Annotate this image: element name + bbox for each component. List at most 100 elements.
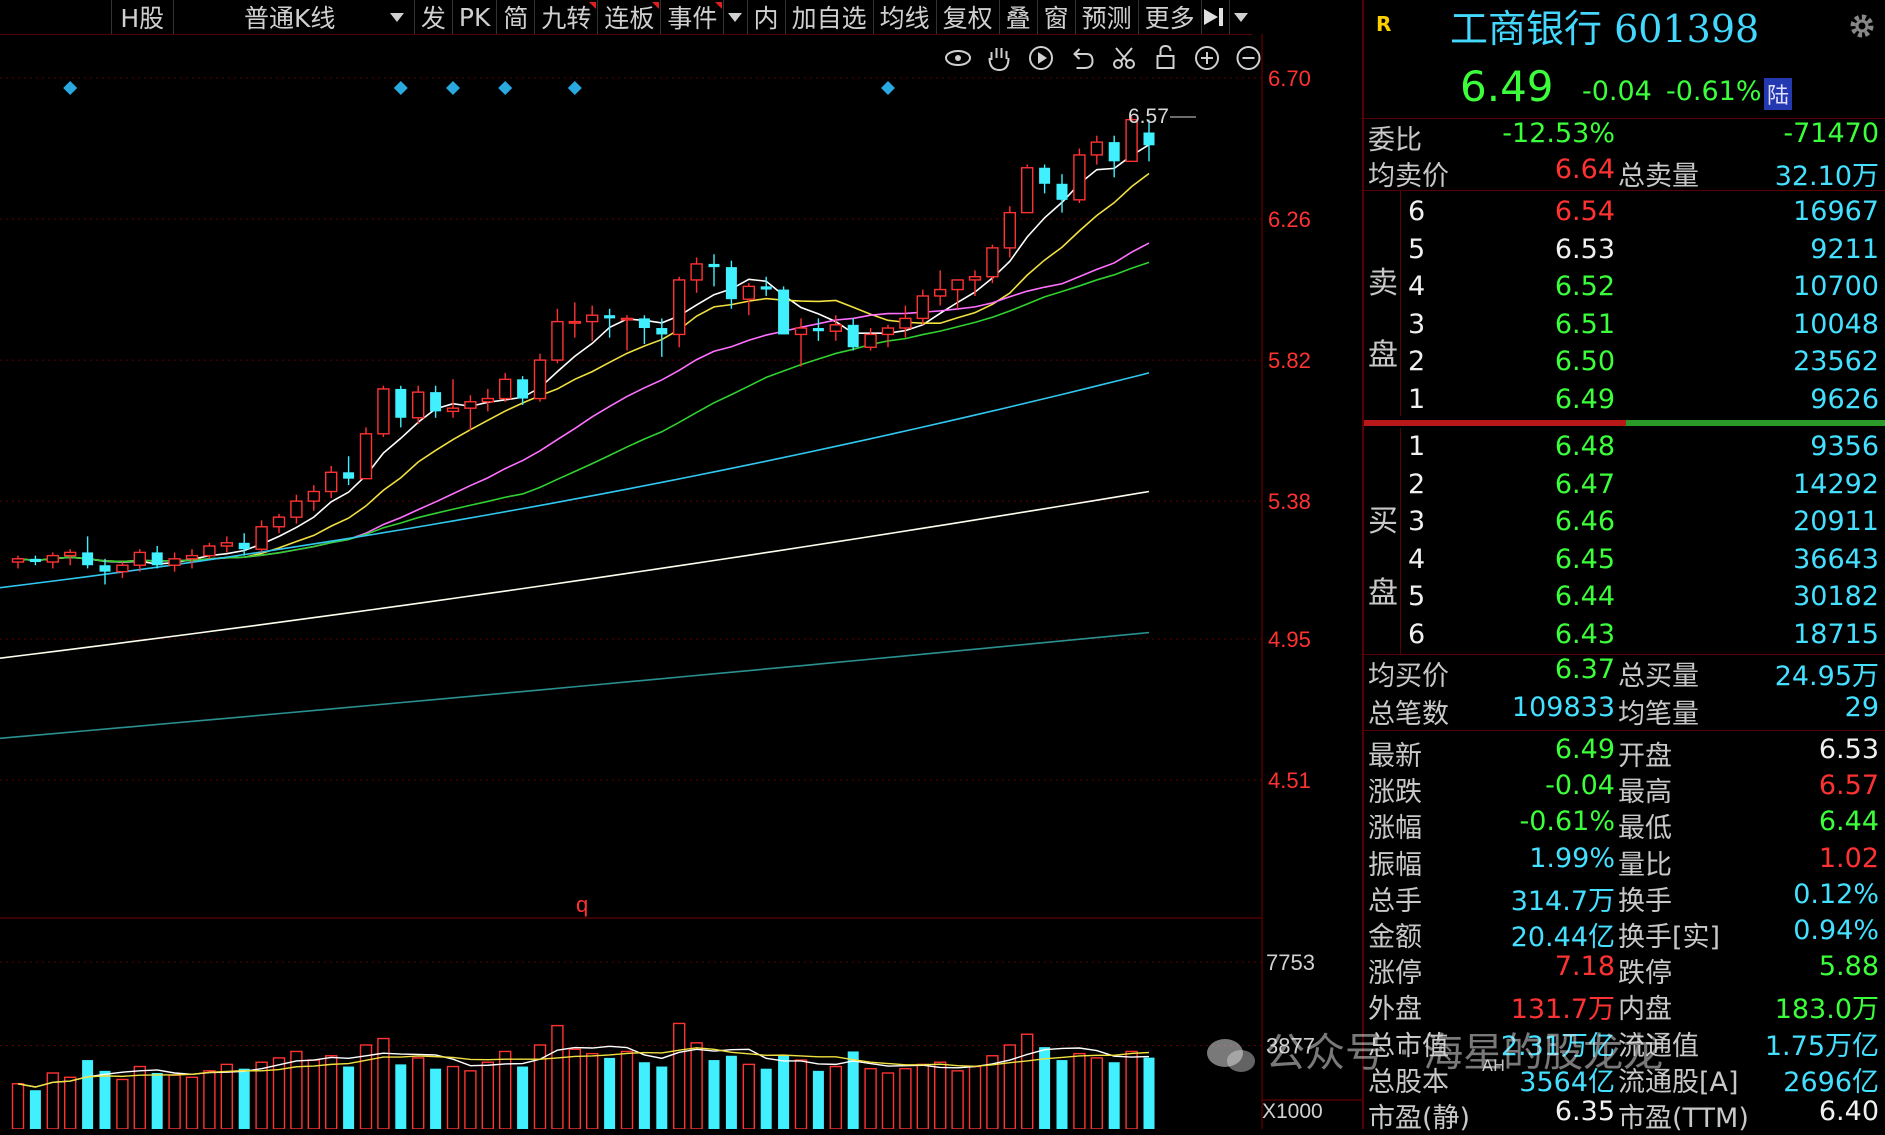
candle[interactable] xyxy=(46,552,59,569)
gear-icon[interactable] xyxy=(1846,10,1878,42)
candle[interactable] xyxy=(446,379,460,418)
buy-level-row[interactable]: 6 6.43 18715 xyxy=(1364,619,1885,655)
buy-level-row[interactable]: 2 6.47 14292 xyxy=(1364,469,1885,505)
candle[interactable] xyxy=(481,388,494,412)
hand-icon[interactable] xyxy=(988,48,1010,72)
candle[interactable] xyxy=(116,562,129,579)
candle[interactable] xyxy=(395,385,407,428)
candle[interactable] xyxy=(673,276,686,348)
candle[interactable] xyxy=(133,549,147,572)
toolbar-jian[interactable]: 简 xyxy=(496,0,534,34)
toolbar-forecast[interactable]: 预测 xyxy=(1074,0,1138,34)
buy-level-row[interactable]: 5 6.44 30182 xyxy=(1364,581,1885,617)
event-diamond-marker[interactable] xyxy=(881,81,895,95)
eye-icon[interactable] xyxy=(945,50,971,66)
candle[interactable] xyxy=(1003,206,1016,258)
candle[interactable] xyxy=(82,536,94,569)
toolbar-lianban[interactable]: 连板 xyxy=(597,0,660,34)
candle[interactable] xyxy=(864,328,877,351)
candle[interactable] xyxy=(1056,174,1068,213)
candle[interactable] xyxy=(778,286,790,335)
candle[interactable] xyxy=(11,555,25,569)
undo-icon[interactable] xyxy=(1073,48,1094,69)
sell-level-row[interactable]: 1 6.49 9626 xyxy=(1364,384,1885,420)
candle[interactable] xyxy=(604,308,616,338)
candle[interactable] xyxy=(238,533,250,556)
candle[interactable] xyxy=(412,385,425,425)
candle[interactable] xyxy=(708,254,720,287)
candle[interactable] xyxy=(290,494,303,524)
sell-level-row[interactable]: 5 6.53 9211 xyxy=(1364,234,1885,270)
candle[interactable] xyxy=(430,385,442,418)
buy-level-row[interactable]: 1 6.48 9356 xyxy=(1364,431,1885,467)
toolbar-events[interactable]: 事件 xyxy=(660,0,723,34)
candle[interactable] xyxy=(272,513,286,534)
event-diamond-marker[interactable] xyxy=(446,81,460,95)
sell-level-row[interactable]: 6 6.54 16967 xyxy=(1364,196,1885,232)
candle[interactable] xyxy=(377,385,390,438)
candle[interactable] xyxy=(63,549,77,566)
candle[interactable] xyxy=(307,485,320,511)
sell-level-row[interactable]: 3 6.51 10048 xyxy=(1364,309,1885,345)
zoom-out-icon[interactable] xyxy=(1236,46,1261,70)
candle[interactable] xyxy=(1108,135,1120,178)
sell-level-row[interactable]: 2 6.50 23562 xyxy=(1364,346,1885,382)
candle[interactable] xyxy=(934,270,947,306)
candle[interactable] xyxy=(742,283,755,316)
candle[interactable] xyxy=(517,376,529,405)
zoom-in-icon[interactable] xyxy=(1195,46,1219,70)
toolbar-jiuzhuan[interactable]: 九转 xyxy=(534,0,597,34)
event-diamond-marker[interactable] xyxy=(498,81,513,95)
candle[interactable] xyxy=(220,536,234,553)
sell-level-row[interactable]: 4 6.52 10700 xyxy=(1364,271,1885,307)
candle[interactable] xyxy=(551,308,564,364)
candle[interactable] xyxy=(185,549,199,569)
candle[interactable] xyxy=(916,289,929,325)
toolbar-ma[interactable]: 均线 xyxy=(872,0,936,34)
candle[interactable] xyxy=(586,305,599,341)
candle[interactable] xyxy=(533,353,547,402)
candle[interactable] xyxy=(1073,148,1086,204)
toolbar-jump-end[interactable] xyxy=(1200,0,1229,34)
scissors-icon[interactable] xyxy=(1113,47,1135,69)
candle[interactable] xyxy=(1143,119,1155,162)
play-icon[interactable] xyxy=(1029,46,1053,70)
lock-icon[interactable] xyxy=(1156,44,1175,69)
candle[interactable] xyxy=(359,427,373,480)
toolbar-hshare[interactable]: H股 xyxy=(110,0,173,34)
candle[interactable] xyxy=(1021,164,1034,214)
toolbar-more-dropdown[interactable] xyxy=(1228,0,1252,34)
toolbar-fa[interactable]: 发 xyxy=(413,0,452,34)
event-diamond-marker[interactable] xyxy=(567,81,582,95)
buy-level-row[interactable]: 3 6.46 20911 xyxy=(1364,506,1885,542)
candle[interactable] xyxy=(168,552,181,572)
candle[interactable] xyxy=(951,279,964,309)
candle[interactable] xyxy=(638,315,650,345)
toolbar-more[interactable]: 更多 xyxy=(1137,0,1201,34)
candle[interactable] xyxy=(760,276,772,296)
buy-level-row[interactable]: 4 6.45 36643 xyxy=(1364,544,1885,580)
toolbar-adjust[interactable]: 复权 xyxy=(935,0,999,34)
candle[interactable] xyxy=(620,315,634,351)
candle[interactable] xyxy=(255,520,268,553)
candle[interactable] xyxy=(1090,135,1104,165)
candle[interactable] xyxy=(1039,164,1051,194)
candle[interactable] xyxy=(656,318,668,357)
candle[interactable] xyxy=(690,257,703,293)
toolbar-pk[interactable]: PK xyxy=(451,0,496,34)
candle[interactable] xyxy=(812,318,824,341)
toolbar-events-dropdown[interactable] xyxy=(723,0,746,34)
candle[interactable] xyxy=(968,270,982,296)
toolbar-nei[interactable]: 内 xyxy=(746,0,785,34)
toolbar-window[interactable]: 窗 xyxy=(1036,0,1075,34)
candle[interactable] xyxy=(151,546,163,569)
candle[interactable] xyxy=(203,542,216,559)
candle[interactable] xyxy=(725,260,737,309)
candle[interactable] xyxy=(464,395,477,431)
toolbar-kline-type[interactable]: 普通K线 xyxy=(172,0,414,34)
candle[interactable] xyxy=(499,372,512,402)
toolbar-overlay[interactable]: 叠 xyxy=(998,0,1037,34)
toolbar-add-watch[interactable]: 加自选 xyxy=(784,0,873,34)
candle[interactable] xyxy=(29,555,41,566)
